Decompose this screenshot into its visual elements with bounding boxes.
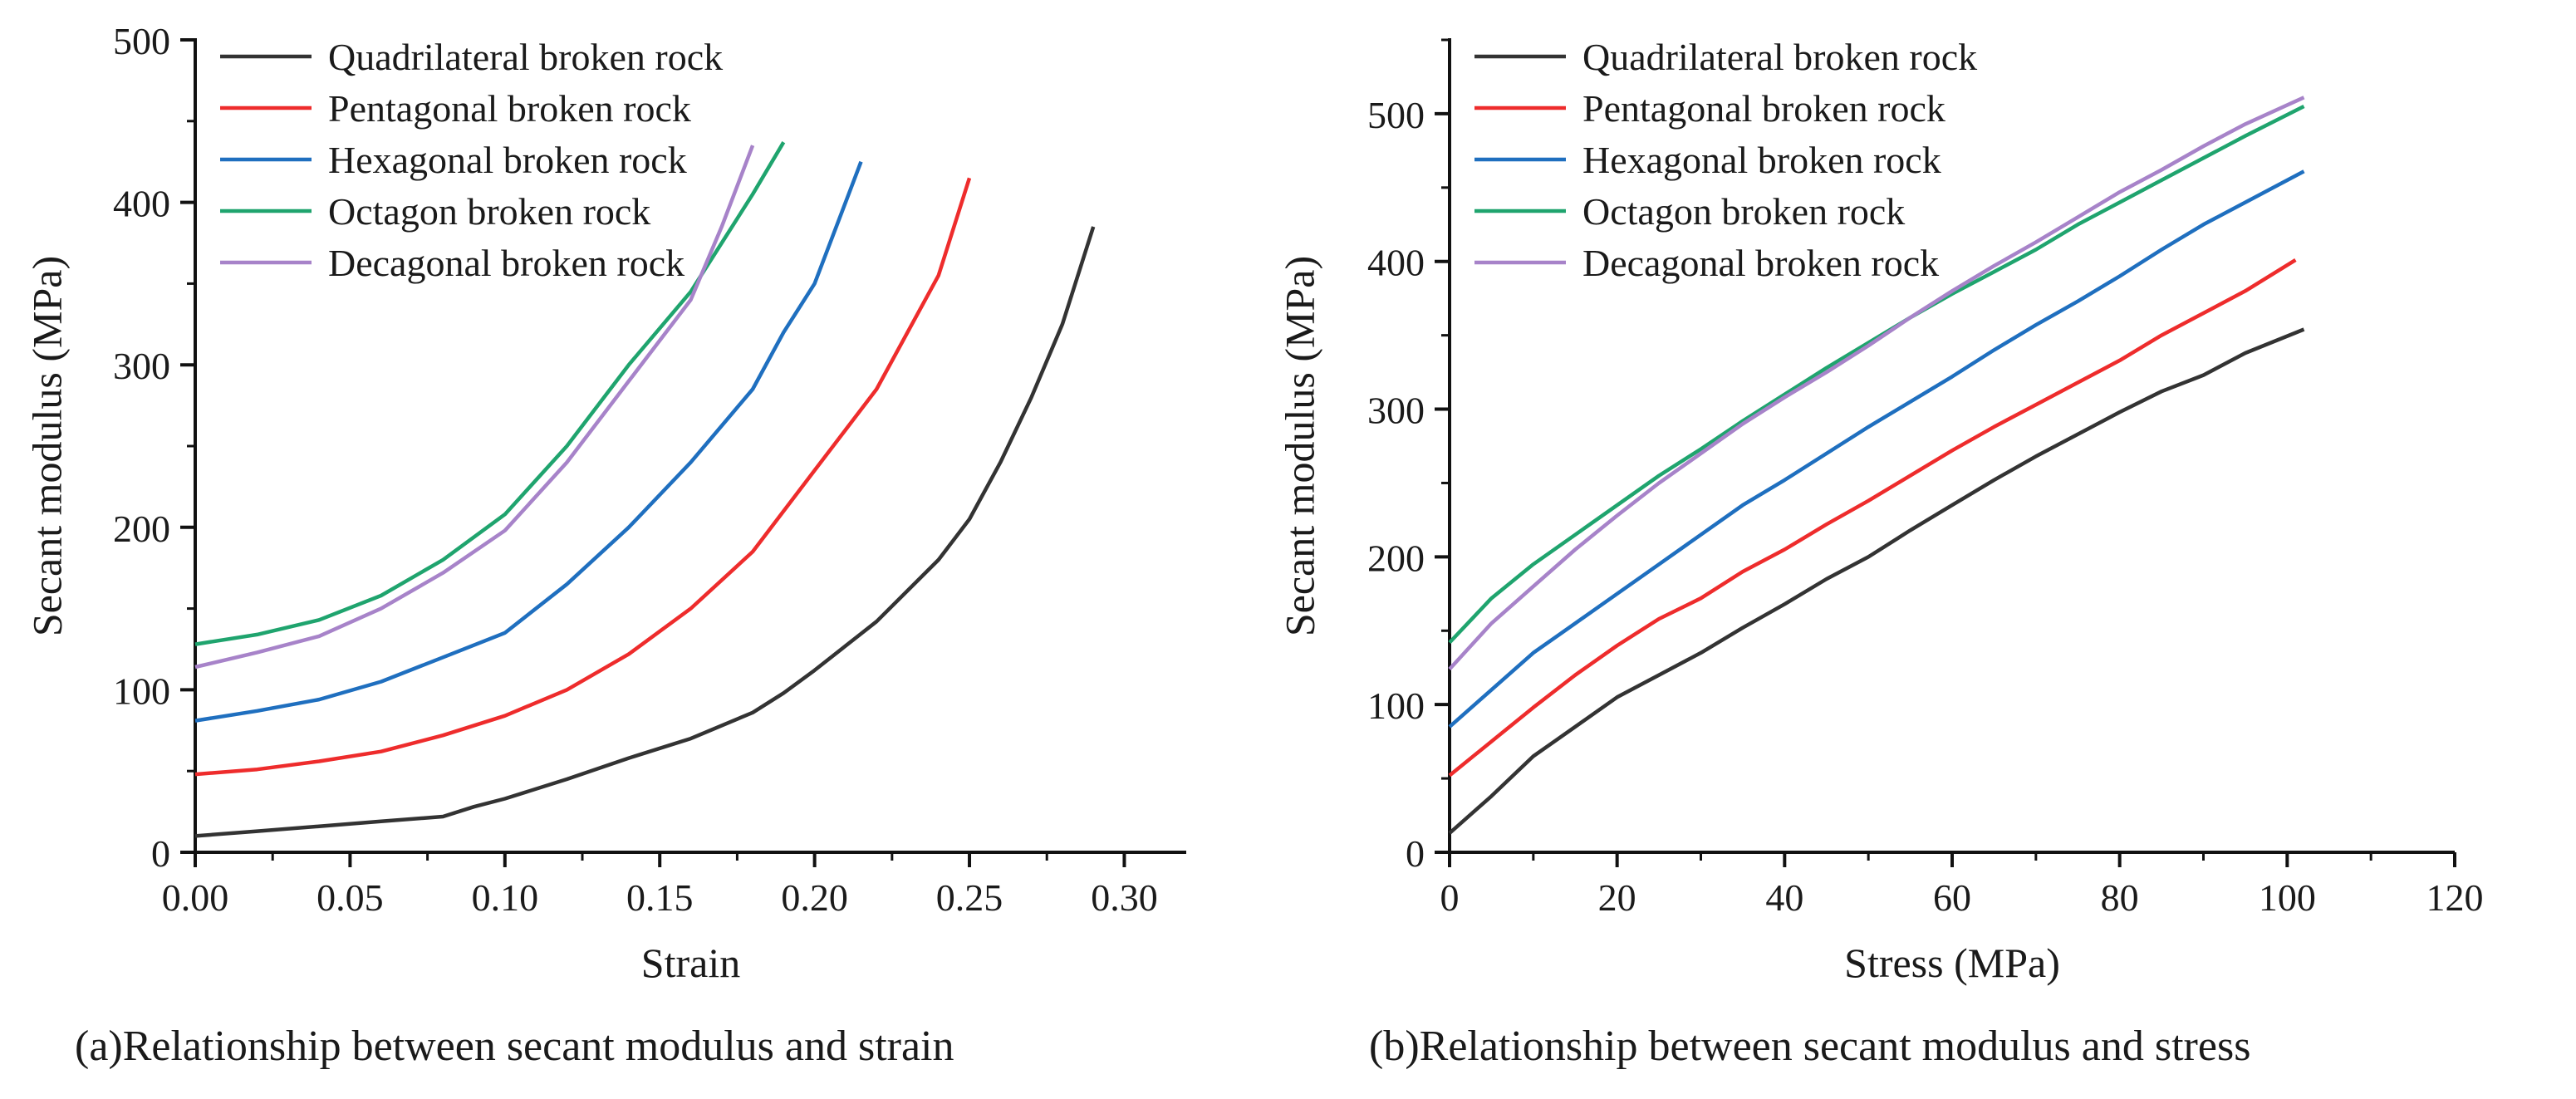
series-line-quadrilateral [194,226,1096,838]
x-tick-label: 40 [1765,876,1803,919]
legend-label-quadrilateral: Quadrilateral broken rock [328,36,723,78]
x-tick-label: 0.20 [781,876,848,919]
x-tick-label: 0.05 [316,876,384,919]
series-line-octagon [1448,104,2305,645]
y-tick-label: 500 [1367,94,1425,136]
series-line-pentagonal [194,177,972,777]
x-axis-label: Stress (MPa) [1844,940,2060,986]
series-line-hexagonal [1448,169,2305,729]
x-tick-label: 0.15 [626,876,694,919]
legend-label-quadrilateral: Quadrilateral broken rock [1582,36,1977,78]
y-tick-label: 200 [1367,537,1425,579]
y-tick-label: 100 [1367,684,1425,727]
x-tick-label: 0.10 [472,876,539,919]
y-tick-label: 400 [1367,242,1425,284]
y-tick-label: 300 [113,345,170,387]
panel-b-chart: 0 100 200 300 400 500 0 20 40 60 80 100 120 Stress (M… [1276,36,2483,986]
x-axis-label: Strain [641,940,740,986]
x-tick-label: 0.25 [936,876,1003,919]
x-tick-label: 0.30 [1091,876,1158,919]
legend-label-hexagonal: Hexagonal broken rock [1582,139,1941,181]
series-line-octagon [194,141,786,646]
y-axis-label: Secant modulus (MPa) [1276,256,1322,636]
y-axis-label: Secant modulus (MPa) [23,256,70,636]
x-tick-label: 120 [2426,876,2484,919]
x-tick-label: 80 [2101,876,2139,919]
y-tick-label: 100 [113,670,170,712]
y-tick-label: 300 [1367,390,1425,432]
series-line-decagonal [1448,96,2305,671]
legend-label-decagonal: Decagonal broken rock [1582,242,1939,284]
y-tick-label: 200 [113,508,170,550]
legend-label-decagonal: Decagonal broken rock [328,242,684,284]
y-tick-label: 500 [113,20,170,62]
series-line-hexagonal [194,160,863,723]
series-line-decagonal [194,145,755,670]
x-tick-label: 100 [2259,876,2316,919]
series-line-quadrilateral [1448,327,2305,835]
x-tick-label: 0.00 [162,876,229,919]
x-tick-label: 0 [1440,876,1460,919]
legend-label-hexagonal: Hexagonal broken rock [328,139,687,181]
y-tick-label: 400 [113,183,170,225]
panel-b-caption: (b)Relationship between secant modulus a… [1369,1023,2251,1070]
panel-a-caption: (a)Relationship between secant modulus a… [75,1023,954,1070]
x-tick-label: 60 [1933,876,1971,919]
legend-label-octagon: Octagon broken rock [1582,190,1905,233]
y-tick-label: 0 [1406,832,1425,875]
panel-a-chart: 0 100 200 300 400 500 0.00 0.05 0.10 0.15 0.20 0.25… [23,20,1186,986]
legend-label-pentagonal: Pentagonal broken rock [1582,87,1945,130]
y-tick-label: 0 [151,832,170,875]
series-line-pentagonal [1448,258,2297,778]
x-tick-label: 20 [1598,876,1636,919]
legend-label-pentagonal: Pentagonal broken rock [328,87,691,130]
legend-label-octagon: Octagon broken rock [328,190,650,233]
